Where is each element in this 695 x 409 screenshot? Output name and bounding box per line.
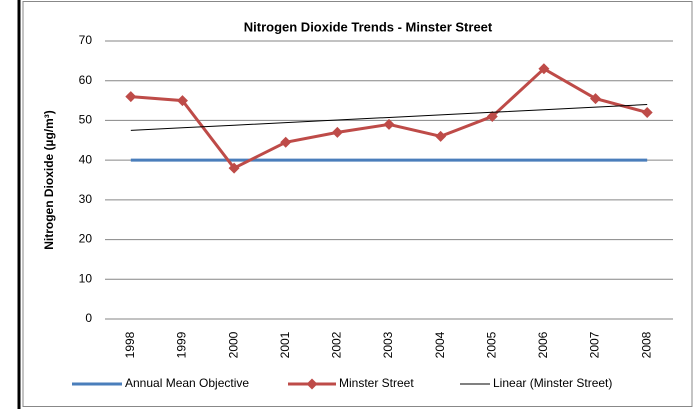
y-tick-label: 50 bbox=[79, 113, 93, 127]
marker bbox=[590, 93, 602, 105]
x-tick-label: 2007 bbox=[588, 331, 602, 358]
legend-label: Annual Mean Objective bbox=[125, 376, 249, 390]
marker bbox=[383, 118, 395, 130]
legend-label: Minster Street bbox=[339, 376, 414, 390]
legend-label: Linear (Minster Street) bbox=[493, 376, 612, 390]
y-tick-label: 30 bbox=[79, 192, 93, 206]
chart-title: Nitrogen Dioxide Trends - Minster Street bbox=[244, 19, 493, 34]
x-tick-label: 2006 bbox=[536, 331, 550, 358]
x-tick-label: 2003 bbox=[381, 331, 395, 358]
marker bbox=[280, 136, 292, 148]
marker bbox=[228, 162, 240, 174]
y-tick-label: 40 bbox=[79, 152, 93, 166]
marker bbox=[176, 95, 188, 107]
marker bbox=[486, 110, 498, 122]
x-tick-label: 2002 bbox=[330, 331, 344, 358]
x-tick-label: 1999 bbox=[175, 331, 189, 358]
marker bbox=[331, 126, 343, 138]
chart-border bbox=[22, 1, 693, 407]
y-tick-label: 70 bbox=[79, 33, 93, 47]
x-tick-label: 2008 bbox=[639, 331, 653, 358]
marker bbox=[125, 91, 137, 103]
legend-marker bbox=[306, 378, 318, 390]
series-line bbox=[130, 104, 648, 131]
x-tick-label: 2005 bbox=[484, 331, 498, 358]
x-tick-label: 2001 bbox=[278, 331, 292, 358]
x-tick-label: 2000 bbox=[226, 331, 240, 358]
y-axis-title: Nitrogen Dioxide (µg/m³) bbox=[42, 110, 56, 250]
marker bbox=[538, 63, 550, 75]
x-tick-label: 2004 bbox=[433, 331, 447, 358]
y-tick-label: 20 bbox=[79, 232, 93, 246]
marker bbox=[435, 130, 447, 142]
x-tick-label: 1998 bbox=[123, 331, 137, 358]
y-tick-label: 0 bbox=[85, 311, 92, 325]
y-tick-label: 10 bbox=[79, 271, 93, 285]
y-tick-label: 60 bbox=[79, 73, 93, 87]
marker bbox=[641, 106, 653, 118]
